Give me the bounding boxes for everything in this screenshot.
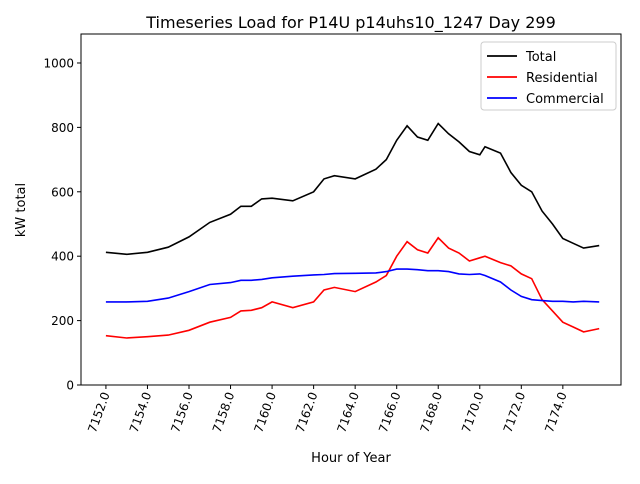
- legend-label-residential: Residential: [526, 71, 598, 86]
- x-tick-label: 7174.0: [542, 390, 570, 434]
- y-tick-label: 1000: [43, 56, 74, 70]
- series-line-residential: [105, 236, 600, 339]
- x-tick-label: 7164.0: [334, 390, 362, 434]
- y-tick-label: 200: [51, 314, 74, 328]
- legend-label-commercial: Commercial: [526, 92, 604, 107]
- x-axis-label: Hour of Year: [311, 451, 391, 466]
- x-tick-label: 7154.0: [127, 390, 155, 434]
- x-tick-label: 7158.0: [210, 390, 238, 434]
- x-tick-label: 7168.0: [418, 390, 446, 434]
- x-tick-label: 7172.0: [501, 390, 529, 434]
- legend-label-total: Total: [525, 50, 556, 65]
- series-line-total: [105, 122, 600, 256]
- y-axis-label: kW total: [14, 183, 29, 237]
- legend: Total Residential Commercial: [480, 41, 617, 111]
- y-tick-label: 0: [66, 379, 74, 393]
- series-line-commercial: [105, 268, 600, 303]
- legend-box: [480, 41, 617, 111]
- y-tick-label: 400: [51, 250, 74, 264]
- x-tick-label: 7166.0: [376, 390, 404, 434]
- x-tick-label: 7156.0: [168, 390, 196, 434]
- x-tick-label: 7160.0: [251, 390, 279, 434]
- chart-title: Timeseries Load for P14U p14uhs10_1247 D…: [145, 13, 556, 33]
- x-tick-label: 7152.0: [85, 390, 113, 434]
- y-tick-label: 600: [51, 185, 74, 199]
- y-tick-label: 800: [51, 121, 74, 135]
- x-tick-label: 7162.0: [293, 390, 321, 434]
- x-tick-label: 7170.0: [459, 390, 487, 434]
